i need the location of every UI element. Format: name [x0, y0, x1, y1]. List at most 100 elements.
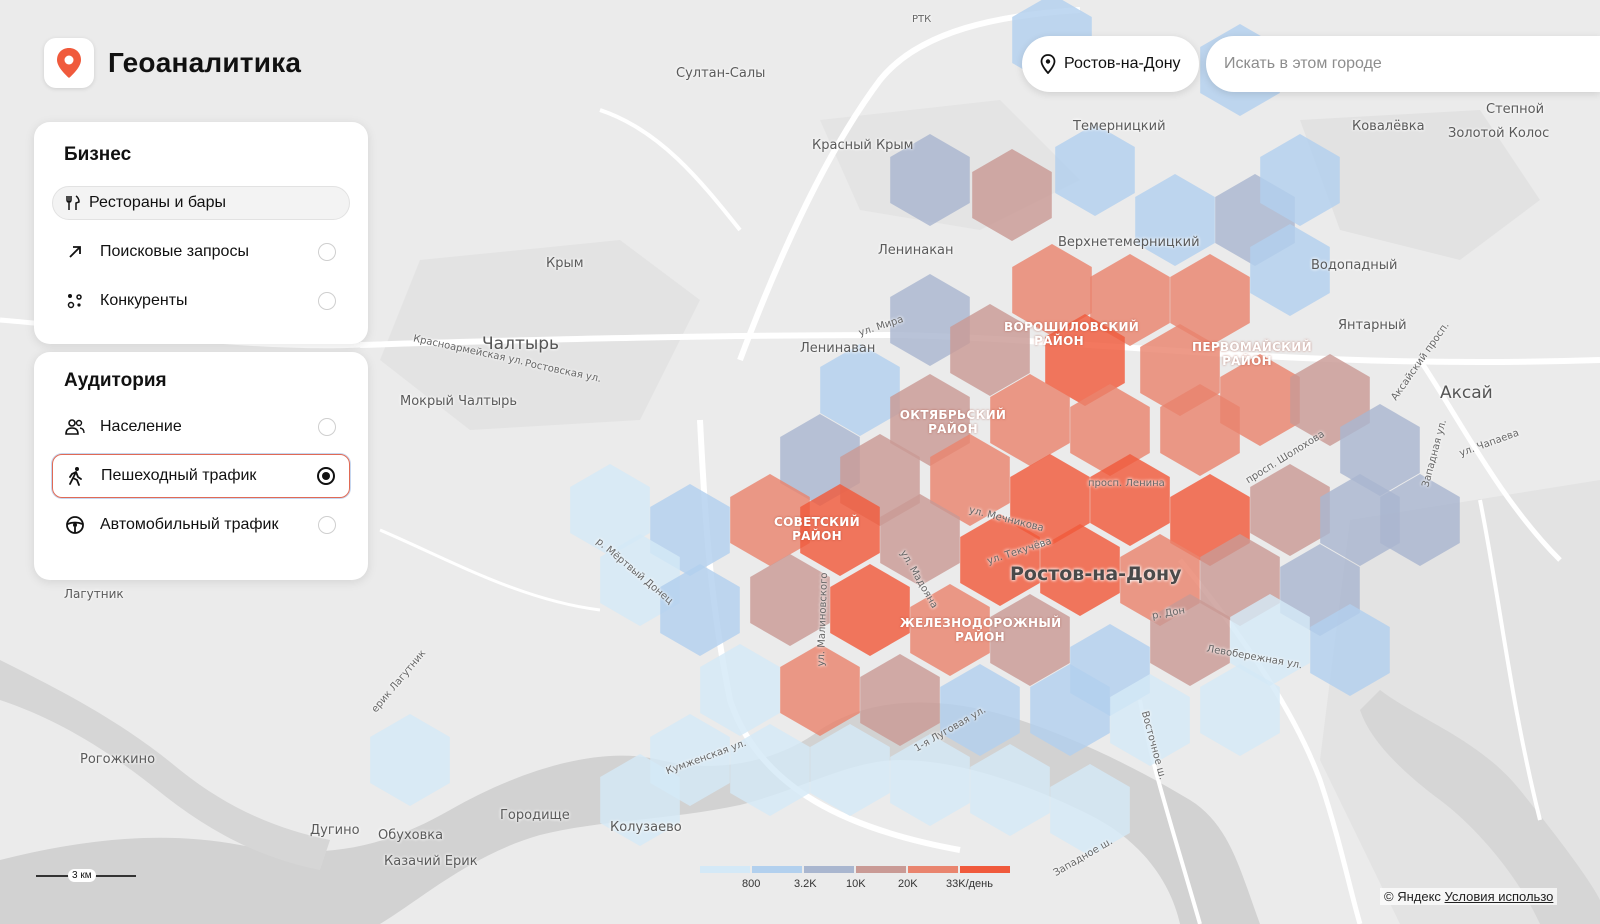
heatmap-hex-cell[interactable]	[1200, 664, 1280, 756]
map-label-place: Султан-Салы	[676, 66, 766, 81]
heatmap-hex-cell[interactable]	[750, 554, 830, 646]
map-label-place: Ленинакан	[878, 243, 954, 258]
heatmap-hex-cell[interactable]	[1260, 134, 1340, 226]
heatmap-hex-cell[interactable]	[1340, 404, 1420, 496]
heatmap-hex-cell[interactable]	[780, 644, 860, 736]
heatmap-hex-cell[interactable]	[700, 644, 780, 736]
map-label-district: ЖЕЛЕЗНОДОРОЖНЫЙ РАЙОН	[900, 616, 1062, 644]
heatmap-hex-cell[interactable]	[780, 414, 860, 506]
heatmap-hex-cell[interactable]	[730, 474, 810, 566]
heatmap-hex-cell[interactable]	[570, 464, 650, 556]
heatmap-hex-cell[interactable]	[1012, 244, 1092, 336]
location-pin-icon	[1040, 54, 1056, 74]
heatmap-hex-cell[interactable]	[1030, 664, 1110, 756]
radio-button-selected[interactable]	[317, 467, 335, 485]
map-label-place: Лагутник	[64, 587, 124, 601]
map-label-place: Рогожкино	[80, 752, 156, 767]
heatmap-hex-cell[interactable]	[972, 149, 1052, 241]
heatmap-hex-cell[interactable]	[830, 564, 910, 656]
heatmap-hex-cell[interactable]	[1045, 314, 1125, 406]
heatmap-hex-cell[interactable]	[1250, 464, 1330, 556]
fork-knife-icon	[65, 195, 81, 211]
heatmap-hex-cell[interactable]	[1040, 524, 1120, 616]
heatmap-hex-cell[interactable]	[1250, 224, 1330, 316]
heatmap-hex-cell[interactable]	[600, 754, 680, 846]
option-label: Конкуренты	[100, 292, 188, 309]
heatmap-hex-cell[interactable]	[1320, 474, 1400, 566]
heatmap-hex-cell[interactable]	[1160, 384, 1240, 476]
map-label-place: Верхнетемерницкий	[1058, 235, 1200, 250]
legend-color-swatch	[700, 866, 750, 873]
heatmap-hex-cell[interactable]	[660, 564, 740, 656]
radio-button[interactable]	[318, 516, 336, 534]
heatmap-hex-cell[interactable]	[860, 654, 940, 746]
location-pin-logo-icon	[44, 38, 94, 88]
search-input[interactable]	[1206, 36, 1600, 92]
map-label-place: Обуховка	[378, 828, 444, 843]
radio-button[interactable]	[318, 292, 336, 310]
people-icon	[64, 416, 86, 438]
map-scale: 3 км	[36, 866, 136, 886]
heatmap-hex-cell[interactable]	[1050, 764, 1130, 856]
heatmap-hex-cell[interactable]	[730, 724, 810, 816]
heatmap-hex-cell[interactable]	[1170, 254, 1250, 346]
map-label-place: Дугино	[310, 823, 360, 838]
heatmap-hex-cell[interactable]	[940, 664, 1020, 756]
radio-button[interactable]	[318, 243, 336, 261]
category-chip[interactable]: Рестораны и бары	[52, 186, 350, 220]
heatmap-hex-cell[interactable]	[990, 594, 1070, 686]
heatmap-hex-cell[interactable]	[1310, 604, 1390, 696]
heatmap-hex-cell[interactable]	[970, 744, 1050, 836]
legend-color-swatch	[960, 866, 1010, 873]
map-label-place: Чалтырь	[482, 334, 560, 354]
heatmap-hex-cell[interactable]	[1055, 124, 1135, 216]
heatmap-hex-cell[interactable]	[960, 514, 1040, 606]
heatmap-hex-cell[interactable]	[880, 494, 960, 586]
city-selector[interactable]: Ростов-на-Дону	[1022, 36, 1199, 92]
heatmap-hex-cell[interactable]	[810, 724, 890, 816]
heatmap-hex-cell[interactable]	[890, 374, 970, 466]
heatmap-hex-cell[interactable]	[800, 484, 880, 576]
steering-wheel-icon	[64, 514, 86, 536]
map-label-street: просп. Ленина	[1088, 478, 1165, 489]
heatmap-hex-cell[interactable]	[1090, 254, 1170, 346]
search-queries-option[interactable]: Поисковые запросы	[52, 230, 350, 274]
legend-label: 33K/день	[946, 878, 993, 890]
competitors-option[interactable]: Конкуренты	[52, 279, 350, 323]
heatmap-hex-cell[interactable]	[890, 734, 970, 826]
heatmap-hex-cell[interactable]	[1220, 354, 1300, 446]
radio-button[interactable]	[318, 418, 336, 436]
app-title: Геоаналитика	[108, 47, 302, 78]
map-label-place: Казачий Ерик	[384, 854, 478, 869]
heatmap-hex-cell[interactable]	[930, 434, 1010, 526]
heatmap-hex-cell[interactable]	[1010, 454, 1090, 546]
audience-panel: Аудитория Население Пешеходный трафик Ав…	[34, 352, 368, 580]
heatmap-hex-cell[interactable]	[1110, 674, 1190, 766]
terms-link[interactable]: Условия использо	[1444, 889, 1554, 904]
heatmap-hex-cell[interactable]	[1090, 454, 1170, 546]
heatmap-hex-cell[interactable]	[1070, 384, 1150, 476]
legend-color-swatch	[856, 866, 906, 873]
heatmap-hex-cell[interactable]	[1150, 594, 1230, 686]
car-traffic-option[interactable]: Автомобильный трафик	[52, 503, 350, 547]
option-label: Поисковые запросы	[100, 243, 249, 260]
pedestrian-traffic-option[interactable]: Пешеходный трафик	[52, 454, 350, 498]
heatmap-hex-cell[interactable]	[910, 584, 990, 676]
heatmap-hex-cell[interactable]	[990, 374, 1070, 466]
heatmap-hex-cell[interactable]	[890, 274, 970, 366]
map-label-place: Янтарный	[1338, 318, 1407, 333]
legend-color-swatch	[908, 866, 958, 873]
heatmap-hex-cell[interactable]	[1230, 594, 1310, 686]
heatmap-hex-cell[interactable]	[1380, 474, 1460, 566]
heatmap-hex-cell[interactable]	[370, 714, 450, 806]
heatmap-hex-cell[interactable]	[820, 344, 900, 436]
map-label-street: РТК	[912, 14, 932, 25]
map-label-district: ПЕРВОМАЙСКИЙ РАЙОН	[1192, 340, 1312, 368]
population-option[interactable]: Население	[52, 405, 350, 449]
walking-person-icon	[65, 465, 87, 487]
heatmap-hex-cell[interactable]	[950, 304, 1030, 396]
heatmap-hex-cell[interactable]	[890, 134, 970, 226]
heatmap-hex-cell[interactable]	[1135, 174, 1215, 266]
heatmap-hex-cell[interactable]	[600, 534, 680, 626]
legend-color-swatch	[752, 866, 802, 873]
